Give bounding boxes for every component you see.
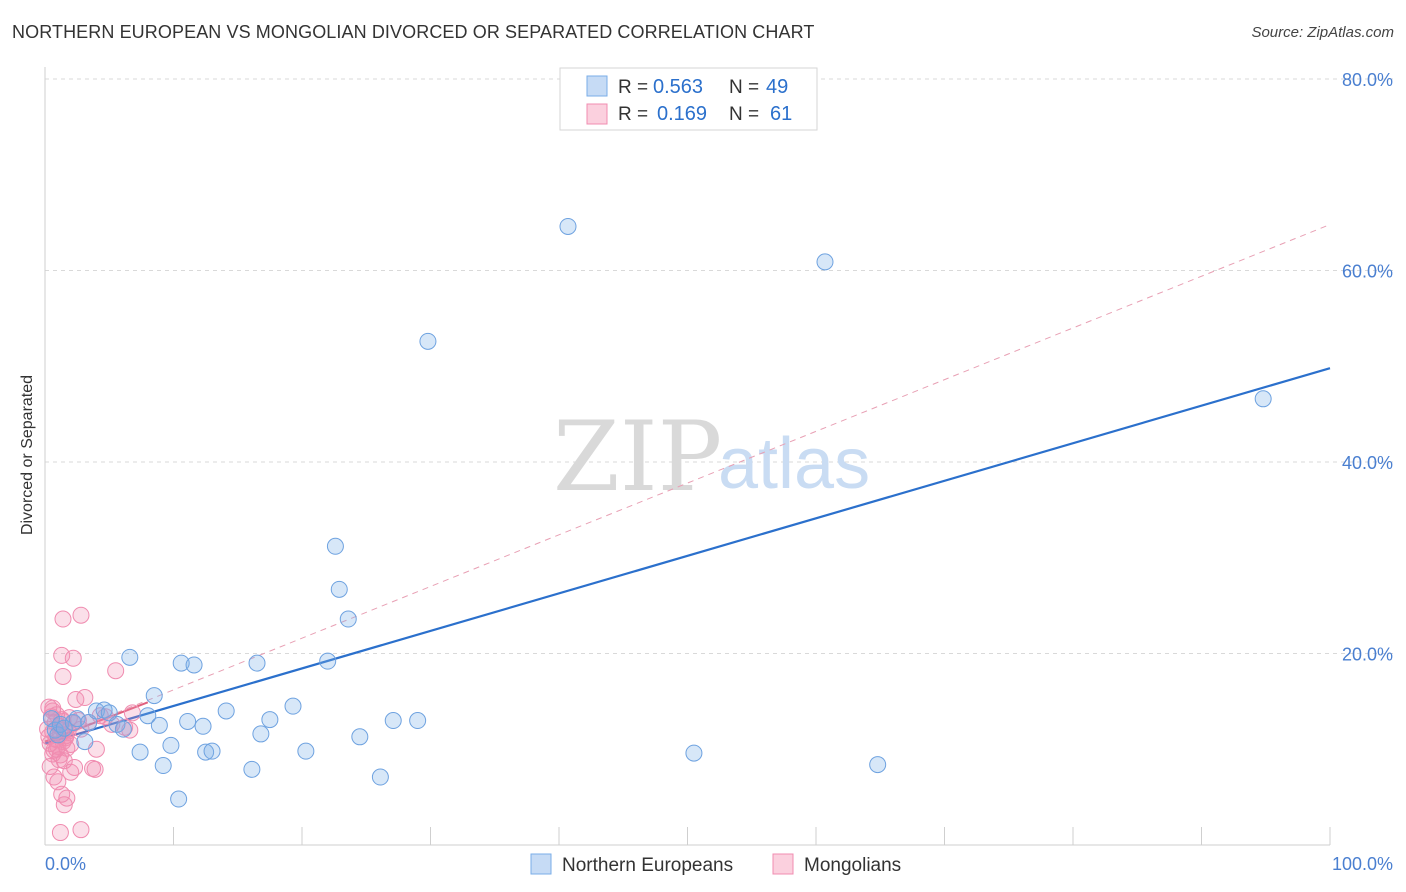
legend-n-value-pink: 61 (770, 103, 792, 125)
point-northern-europeans (172, 654, 190, 672)
point-northern-europeans (95, 701, 113, 719)
point-northern-europeans (154, 757, 172, 775)
point-northern-europeans (252, 725, 270, 743)
point-mongolians (86, 760, 104, 778)
point-mongolians (107, 662, 125, 680)
point-northern-europeans (217, 702, 235, 720)
point-mongolians (54, 667, 72, 685)
point-northern-europeans (326, 537, 344, 555)
stats-legend: R = 0.563 N = 49 R = 0.169 N = 61 (559, 67, 818, 131)
legend-n-value-blue: 49 (766, 76, 788, 98)
point-northern-europeans (197, 743, 215, 761)
legend-label-mongolians: Mongolians (804, 855, 901, 876)
watermark-zip: ZIP (553, 401, 722, 513)
y-tick-label: 80.0% (1342, 70, 1393, 90)
point-northern-europeans (248, 654, 266, 672)
legend-n-label-blue: N = (729, 77, 759, 98)
point-mongolians (55, 796, 73, 814)
point-northern-europeans (330, 580, 348, 598)
point-northern-europeans (351, 728, 369, 746)
point-northern-europeans (319, 652, 337, 670)
point-northern-europeans (261, 711, 279, 729)
legend-r-value-pink: 0.169 (657, 103, 707, 125)
grid-lines (45, 78, 1395, 654)
point-northern-europeans (170, 790, 188, 808)
point-northern-europeans (371, 768, 389, 786)
legend-r-label-blue: R = (618, 77, 648, 98)
point-northern-europeans (76, 733, 94, 751)
point-northern-europeans (816, 253, 834, 271)
point-northern-europeans (179, 712, 197, 730)
y-tick-label: 40.0% (1342, 453, 1393, 473)
trend-line-northern-europeans (44, 367, 1331, 745)
tick-labels: 20.0% 40.0% 60.0% 80.0% 0.0% 100.0% (45, 70, 1393, 874)
point-northern-europeans (243, 760, 261, 778)
point-northern-europeans (409, 712, 427, 730)
y-tick-label: 60.0% (1342, 262, 1393, 282)
point-northern-europeans (297, 742, 315, 760)
x-tick-label-min: 0.0% (45, 854, 86, 874)
point-northern-europeans (869, 756, 887, 774)
point-northern-europeans (121, 648, 139, 666)
point-northern-europeans (339, 610, 357, 628)
point-northern-europeans (284, 697, 302, 715)
point-northern-europeans (203, 742, 221, 760)
point-mongolians (72, 606, 90, 624)
chart-title: NORTHERN EUROPEAN VS MONGOLIAN DIVORCED … (12, 22, 815, 42)
point-mongolians (72, 821, 90, 839)
point-northern-europeans (1254, 390, 1272, 408)
point-northern-europeans (559, 217, 577, 235)
legend-r-label-pink: R = (618, 104, 648, 125)
point-northern-europeans (185, 656, 203, 674)
chart-source: Source: ZipAtlas.com (1251, 24, 1394, 41)
legend-swatch-mongolians (772, 853, 794, 875)
point-mongolians (58, 789, 76, 807)
x-tick-label-max: 100.0% (1332, 854, 1393, 874)
point-northern-europeans (49, 726, 67, 744)
point-mongolians (48, 740, 66, 758)
point-northern-europeans (194, 717, 212, 735)
legend-swatch-blue (586, 75, 608, 97)
y-tick-label: 20.0% (1342, 645, 1393, 665)
point-mongolians (64, 649, 82, 667)
point-northern-europeans (384, 712, 402, 730)
legend-label-northern-europeans: Northern Europeans (562, 855, 733, 876)
point-northern-europeans (55, 719, 73, 737)
legend-swatch-northern-europeans (530, 853, 552, 875)
point-northern-europeans (145, 687, 163, 705)
axes (44, 67, 1331, 846)
watermark-atlas: atlas (718, 424, 870, 504)
point-mongolians (76, 689, 94, 707)
point-northern-europeans (114, 720, 132, 738)
point-northern-europeans (139, 707, 157, 725)
point-mongolians (54, 610, 72, 628)
point-northern-europeans (419, 332, 437, 350)
point-mongolians (51, 824, 69, 842)
point-mongolians (123, 704, 141, 722)
data-points (39, 217, 1272, 842)
point-northern-europeans (150, 716, 168, 734)
legend-n-label-pink: N = (729, 104, 759, 125)
point-mongolians (50, 751, 68, 769)
point-mongolians (66, 758, 84, 776)
point-northern-europeans (131, 743, 149, 761)
legend-r-value-blue: 0.563 (653, 76, 703, 98)
point-northern-europeans (685, 744, 703, 762)
series-legend: Northern Europeans Mongolians (530, 853, 901, 876)
point-northern-europeans (42, 710, 60, 728)
watermark: ZIP atlas (553, 401, 870, 513)
point-mongolians (41, 757, 59, 775)
legend-swatch-pink (586, 103, 608, 125)
point-northern-europeans (162, 736, 180, 754)
